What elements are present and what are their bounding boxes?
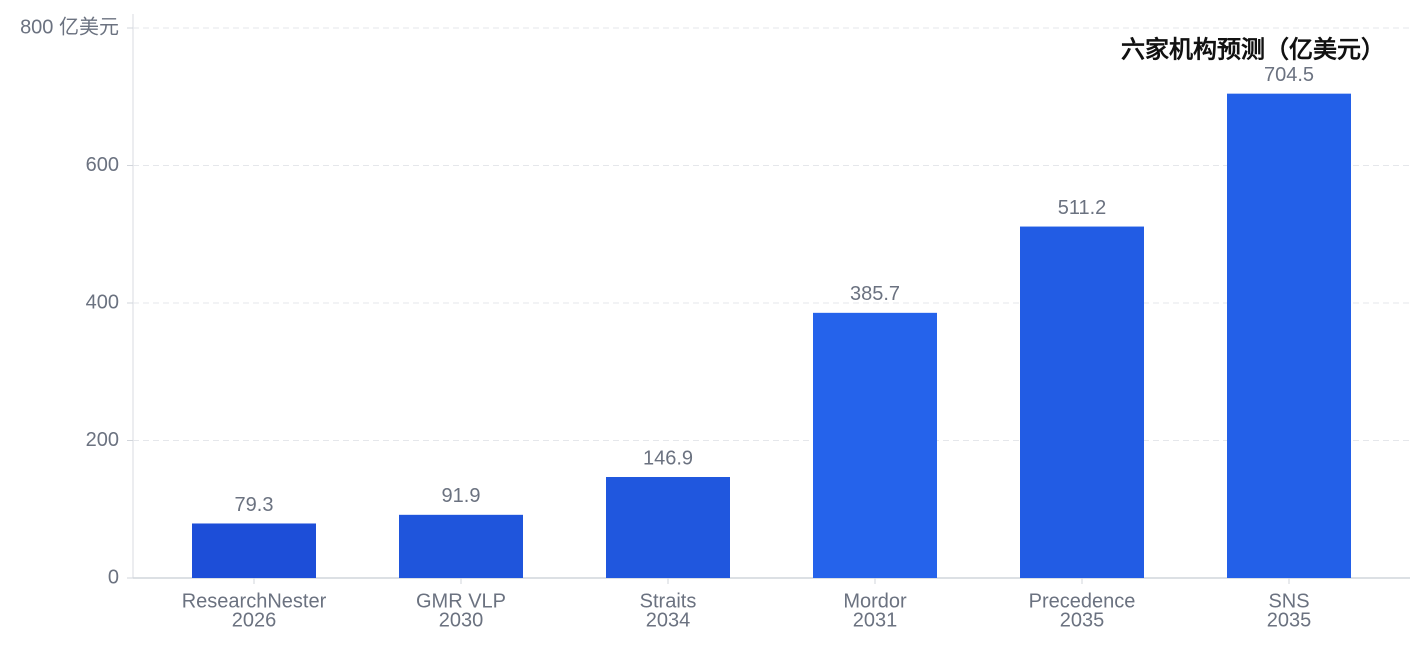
x-tick-label: Precedence: [1029, 590, 1136, 612]
chart-title: 六家机构预测（亿美元）: [1121, 35, 1385, 63]
bar: [399, 514, 523, 578]
value-label: 146.9: [643, 447, 693, 469]
x-tick-label: Straits: [640, 590, 697, 612]
y-tick-label: 600: [86, 154, 119, 176]
bar: [192, 523, 316, 578]
x-tick-label: 2026: [232, 609, 277, 631]
value-label: 385.7: [850, 283, 900, 305]
x-tick-label: 2034: [646, 609, 691, 631]
value-label: 91.9: [442, 485, 481, 507]
bar: [1020, 226, 1144, 579]
value-label: 511.2: [1058, 197, 1107, 219]
x-tick-label: 2035: [1060, 609, 1105, 631]
y-tick-label: 400: [86, 291, 119, 313]
y-tick-label: 0: [108, 566, 119, 588]
x-tick-label: GMR VLP: [416, 590, 506, 612]
y-tick-label: 800 亿美元: [20, 15, 119, 38]
x-tick-label: ResearchNester: [182, 590, 327, 612]
bar: [1227, 93, 1351, 578]
bar: [813, 312, 937, 578]
x-tick-label: SNS: [1268, 590, 1309, 612]
value-label: 704.5: [1264, 64, 1314, 86]
y-tick-label: 200: [86, 429, 119, 451]
value-label: 79.3: [235, 494, 274, 516]
x-tick-label: 2031: [853, 609, 898, 631]
bar: [606, 477, 730, 578]
x-tick-label: Mordor: [843, 590, 907, 612]
x-tick-label: 2030: [439, 609, 484, 631]
x-tick-label: 2035: [1267, 609, 1312, 631]
